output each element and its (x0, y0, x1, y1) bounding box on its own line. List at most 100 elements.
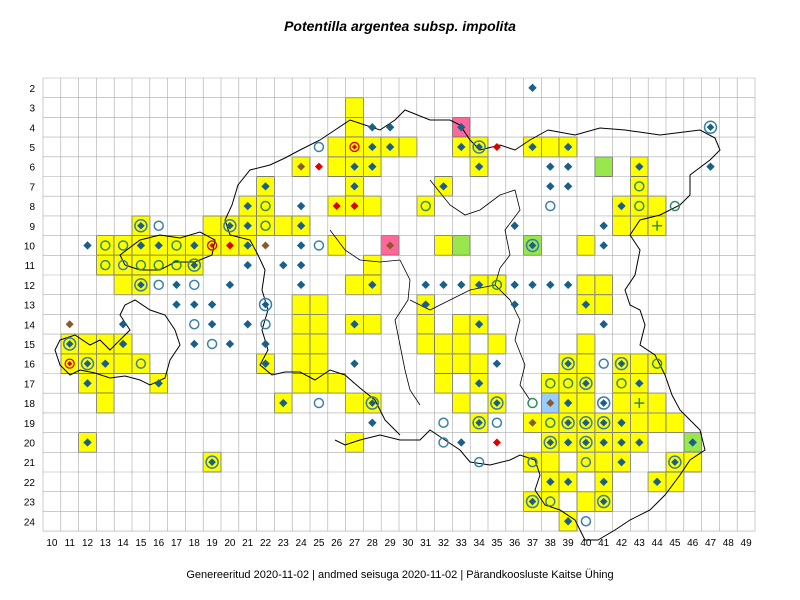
marker-diamond (439, 280, 448, 290)
marker-brown-diamond (528, 418, 537, 427)
marker-red-diamond (225, 241, 234, 250)
x-tick-label: 31 (420, 538, 432, 549)
grid-cell-yellow (630, 353, 649, 374)
marker-red-diamond (332, 202, 341, 211)
grid-cell-yellow (630, 195, 649, 217)
x-tick-label: 10 (46, 538, 58, 549)
y-tick-label: 19 (24, 419, 36, 430)
x-tick-label: 12 (82, 538, 94, 549)
grid-cell-yellow (398, 136, 418, 158)
marker-green-circle (260, 200, 271, 212)
x-tick-label: 41 (598, 538, 610, 549)
marker-diamond (510, 280, 519, 290)
grid-cell-yellow (96, 333, 115, 355)
marker-diamond (528, 280, 537, 290)
marker-brown-diamond (261, 241, 270, 250)
y-tick-label: 12 (24, 281, 36, 292)
y-tick-label: 9 (29, 222, 35, 233)
marker-brown-diamond (546, 399, 555, 408)
marker-diamond (599, 221, 608, 230)
y-tick-label: 2 (29, 84, 35, 95)
marker-circle-ring (223, 219, 237, 233)
x-tick-label: 15 (135, 538, 147, 549)
x-tick-label: 14 (118, 538, 130, 549)
marker-circle-ring (80, 356, 95, 371)
grid-cell-yellow (256, 215, 275, 236)
grid-cell-yellow (434, 373, 453, 394)
marker-green-circle (616, 378, 627, 389)
marker-red-circle (64, 358, 75, 369)
grid-cell-yellow (469, 353, 489, 374)
marker-diamond-in-circle (671, 458, 679, 466)
marker-diamond (635, 162, 644, 171)
marker-diamond (261, 339, 270, 349)
x-tick-label: 11 (65, 538, 76, 549)
grid-cell-yellow (362, 195, 382, 217)
x-tick-label: 37 (527, 538, 539, 549)
grid-cell-green (594, 156, 613, 177)
footer-generated: Genereeritud 2020-11-02 (186, 569, 310, 581)
x-tick-label: 27 (349, 538, 361, 549)
marker-diamond (243, 260, 252, 270)
x-tick-label: 18 (189, 538, 201, 549)
marker-circle-ring (561, 356, 575, 371)
marker-brown-diamond (297, 162, 306, 171)
marker-green-circle (100, 240, 111, 251)
grid-cell-yellow (309, 333, 329, 355)
marker-diamond (599, 477, 608, 487)
marker-diamond (706, 162, 715, 171)
footer-separator: | (460, 569, 464, 581)
marker-diamond (546, 182, 555, 191)
marker-green-circle (562, 378, 574, 389)
grid-cell-yellow (149, 254, 169, 276)
marker-circle-ring (596, 396, 611, 410)
marker-diamond-in-circle (528, 241, 537, 250)
marker-diamond-in-circle (493, 399, 501, 407)
x-tick-label: 35 (491, 538, 503, 549)
x-tick-label: 38 (545, 538, 557, 549)
grid-cell-yellow (594, 451, 613, 473)
x-tick-label: 22 (260, 538, 272, 549)
grid-cell-yellow (327, 156, 346, 177)
marker-diamond (154, 241, 163, 250)
grid-cell-yellow (541, 451, 560, 473)
marker-diamond (261, 182, 270, 191)
marker-diamond (563, 162, 573, 171)
marker-diamond-in-circle (617, 359, 626, 368)
marker-diamond (510, 300, 519, 309)
marker-diamond (207, 320, 217, 329)
x-tick-label: 28 (367, 538, 379, 549)
marker-diamond-in-circle (137, 221, 145, 230)
marker-diamond (599, 320, 608, 329)
marker-diamond (296, 201, 306, 211)
grid-cell-yellow (416, 195, 435, 217)
grid-cell-yellow (113, 274, 133, 296)
marker-diamond-in-circle (65, 340, 74, 348)
grid-cell-yellow (630, 176, 649, 197)
grid-cell-yellow (362, 313, 382, 335)
y-tick-label: 7 (29, 182, 35, 193)
x-tick-label: 16 (153, 538, 165, 549)
marker-open-circle (527, 456, 538, 468)
grid-cell-yellow (416, 313, 435, 335)
marker-open-circle (189, 279, 200, 291)
x-tick-label: 33 (456, 538, 468, 549)
marker-diamond (118, 320, 128, 329)
marker-diamond (207, 300, 217, 309)
x-tick-label: 17 (171, 538, 183, 549)
marker-diamond (563, 280, 573, 290)
marker-red-diamond (351, 144, 358, 150)
marker-diamond (457, 123, 466, 132)
marker-diamond (243, 320, 252, 329)
grid-cell-yellow (576, 235, 596, 256)
marker-diamond-in-circle (83, 359, 92, 368)
marker-open-circle (117, 259, 129, 271)
marker-circle-ring (205, 455, 219, 469)
marker-diamond (563, 398, 573, 408)
marker-open-circle (189, 319, 200, 330)
grid-cell-yellow (362, 254, 382, 276)
marker-circle-ring (472, 140, 486, 154)
grid-cell-yellow (291, 333, 311, 355)
grid-cell-yellow (630, 412, 649, 433)
